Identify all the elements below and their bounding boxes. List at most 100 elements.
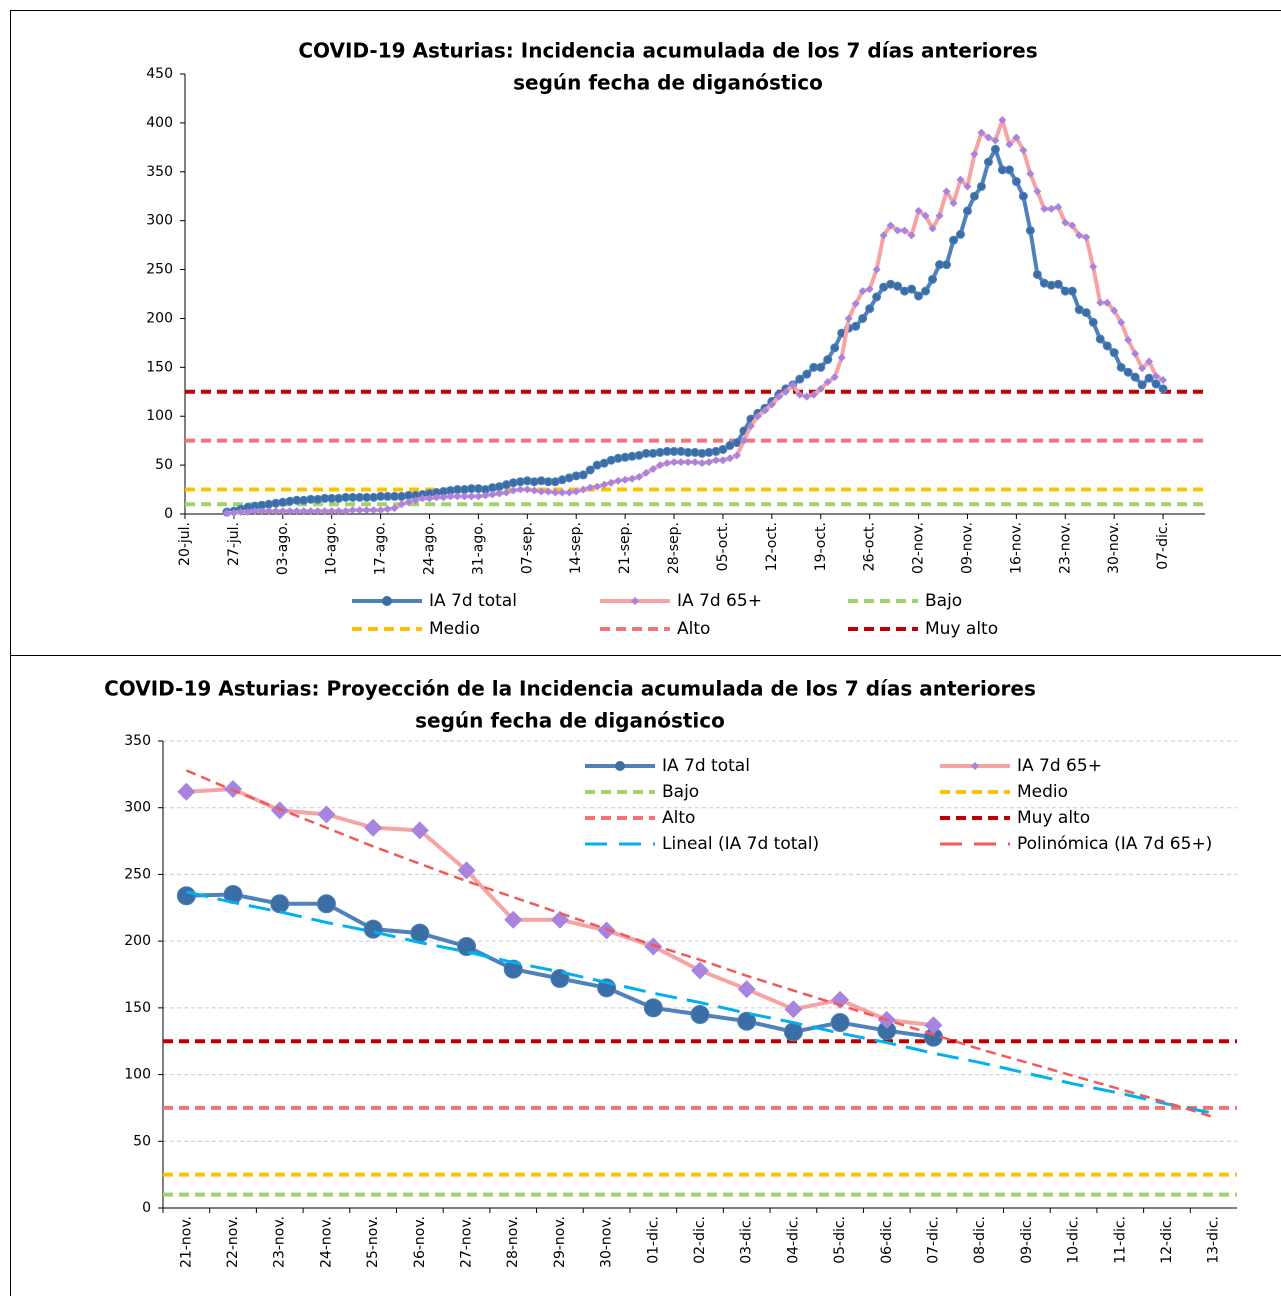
- chart-title: COVID-19 Asturias: Proyección de la Inci…: [104, 677, 1036, 701]
- marker: [928, 224, 937, 233]
- marker: [446, 492, 455, 501]
- x-tick-label: 04-dic.: [785, 1216, 801, 1264]
- x-tick-label: 24-nov.: [318, 1216, 334, 1268]
- marker: [1124, 335, 1133, 344]
- marker: [1019, 146, 1028, 155]
- marker: [425, 494, 434, 503]
- marker: [320, 507, 329, 516]
- series-line: [226, 147, 1165, 515]
- marker: [1117, 318, 1126, 327]
- x-tick-label: 29-nov.: [552, 1216, 568, 1268]
- x-tick-label: 31-ago.: [470, 522, 486, 575]
- marker: [670, 458, 679, 467]
- marker: [578, 470, 588, 480]
- legend-label: IA 7d total: [429, 591, 517, 611]
- marker: [1096, 298, 1105, 307]
- marker: [907, 284, 917, 294]
- marker: [278, 507, 287, 516]
- marker: [474, 492, 483, 501]
- marker: [593, 482, 602, 491]
- marker: [900, 226, 909, 235]
- legend-label: Bajo: [925, 591, 962, 611]
- marker: [1123, 367, 1133, 377]
- marker: [1130, 372, 1140, 382]
- marker: [656, 461, 665, 470]
- y-tick-label: 350: [146, 164, 173, 180]
- marker: [504, 910, 523, 929]
- legend-marker: [971, 762, 979, 770]
- chart-title: según fecha de diganóstico: [415, 709, 725, 733]
- marker: [1012, 133, 1021, 142]
- x-tick-label: 30-nov.: [1106, 522, 1122, 574]
- marker: [865, 304, 875, 314]
- marker: [264, 507, 273, 516]
- x-tick-label: 09-dic.: [1019, 1216, 1035, 1264]
- x-tick-label: 14-sep.: [568, 522, 584, 574]
- marker: [921, 286, 931, 296]
- marker: [858, 287, 867, 296]
- y-tick-label: 50: [133, 1133, 151, 1149]
- marker: [1047, 204, 1056, 213]
- marker: [362, 506, 371, 515]
- y-tick-label: 350: [124, 733, 151, 749]
- marker: [1151, 379, 1161, 389]
- marker: [257, 507, 266, 516]
- marker: [970, 150, 979, 159]
- legend-label: IA 7d 65+: [1017, 756, 1102, 776]
- x-tick-label: 27-nov.: [459, 1216, 475, 1268]
- marker: [830, 373, 839, 382]
- marker: [1005, 140, 1014, 149]
- marker: [502, 488, 511, 497]
- marker: [684, 458, 693, 467]
- marker: [935, 211, 944, 220]
- marker: [990, 144, 1000, 154]
- marker: [1040, 204, 1049, 213]
- x-tick-label: 12-dic.: [1159, 1216, 1175, 1264]
- marker: [313, 507, 322, 516]
- marker: [509, 486, 518, 495]
- marker: [411, 496, 420, 505]
- marker: [739, 436, 748, 445]
- legend-label: Alto: [662, 808, 695, 828]
- marker: [236, 508, 245, 517]
- marker: [649, 465, 658, 474]
- marker: [823, 378, 832, 386]
- y-tick-label: 100: [124, 1067, 151, 1083]
- marker: [299, 507, 308, 516]
- x-tick-label: 13-dic.: [1206, 1216, 1222, 1264]
- legend-marker: [615, 761, 625, 771]
- x-tick-label: 26-oct.: [862, 522, 878, 571]
- x-tick-label: 30-nov.: [599, 1216, 615, 1268]
- marker: [924, 1016, 943, 1035]
- marker: [635, 472, 644, 481]
- marker: [1089, 262, 1098, 271]
- series-line: [186, 787, 934, 1028]
- x-tick-label: 25-nov.: [365, 1216, 381, 1268]
- marker: [292, 507, 301, 516]
- marker: [976, 181, 986, 191]
- marker: [355, 506, 364, 515]
- marker: [851, 299, 860, 308]
- marker: [677, 458, 686, 467]
- marker: [439, 493, 448, 502]
- x-tick-label: 02-nov.: [911, 522, 927, 574]
- marker: [457, 936, 477, 956]
- marker: [962, 206, 972, 216]
- marker: [956, 175, 965, 184]
- marker: [963, 182, 972, 191]
- x-tick-label: 10-ago.: [324, 522, 340, 575]
- marker: [984, 133, 993, 142]
- x-tick-label: 09-nov.: [959, 522, 975, 574]
- marker: [457, 861, 476, 880]
- x-tick-label: 16-nov.: [1008, 522, 1024, 574]
- marker: [928, 274, 938, 284]
- marker: [1138, 364, 1147, 373]
- marker: [1131, 349, 1140, 358]
- marker: [1067, 286, 1077, 296]
- marker: [544, 487, 553, 496]
- marker: [1054, 202, 1063, 211]
- marker: [1025, 225, 1035, 235]
- marker: [1053, 279, 1063, 289]
- marker: [1152, 372, 1161, 381]
- marker: [488, 490, 497, 499]
